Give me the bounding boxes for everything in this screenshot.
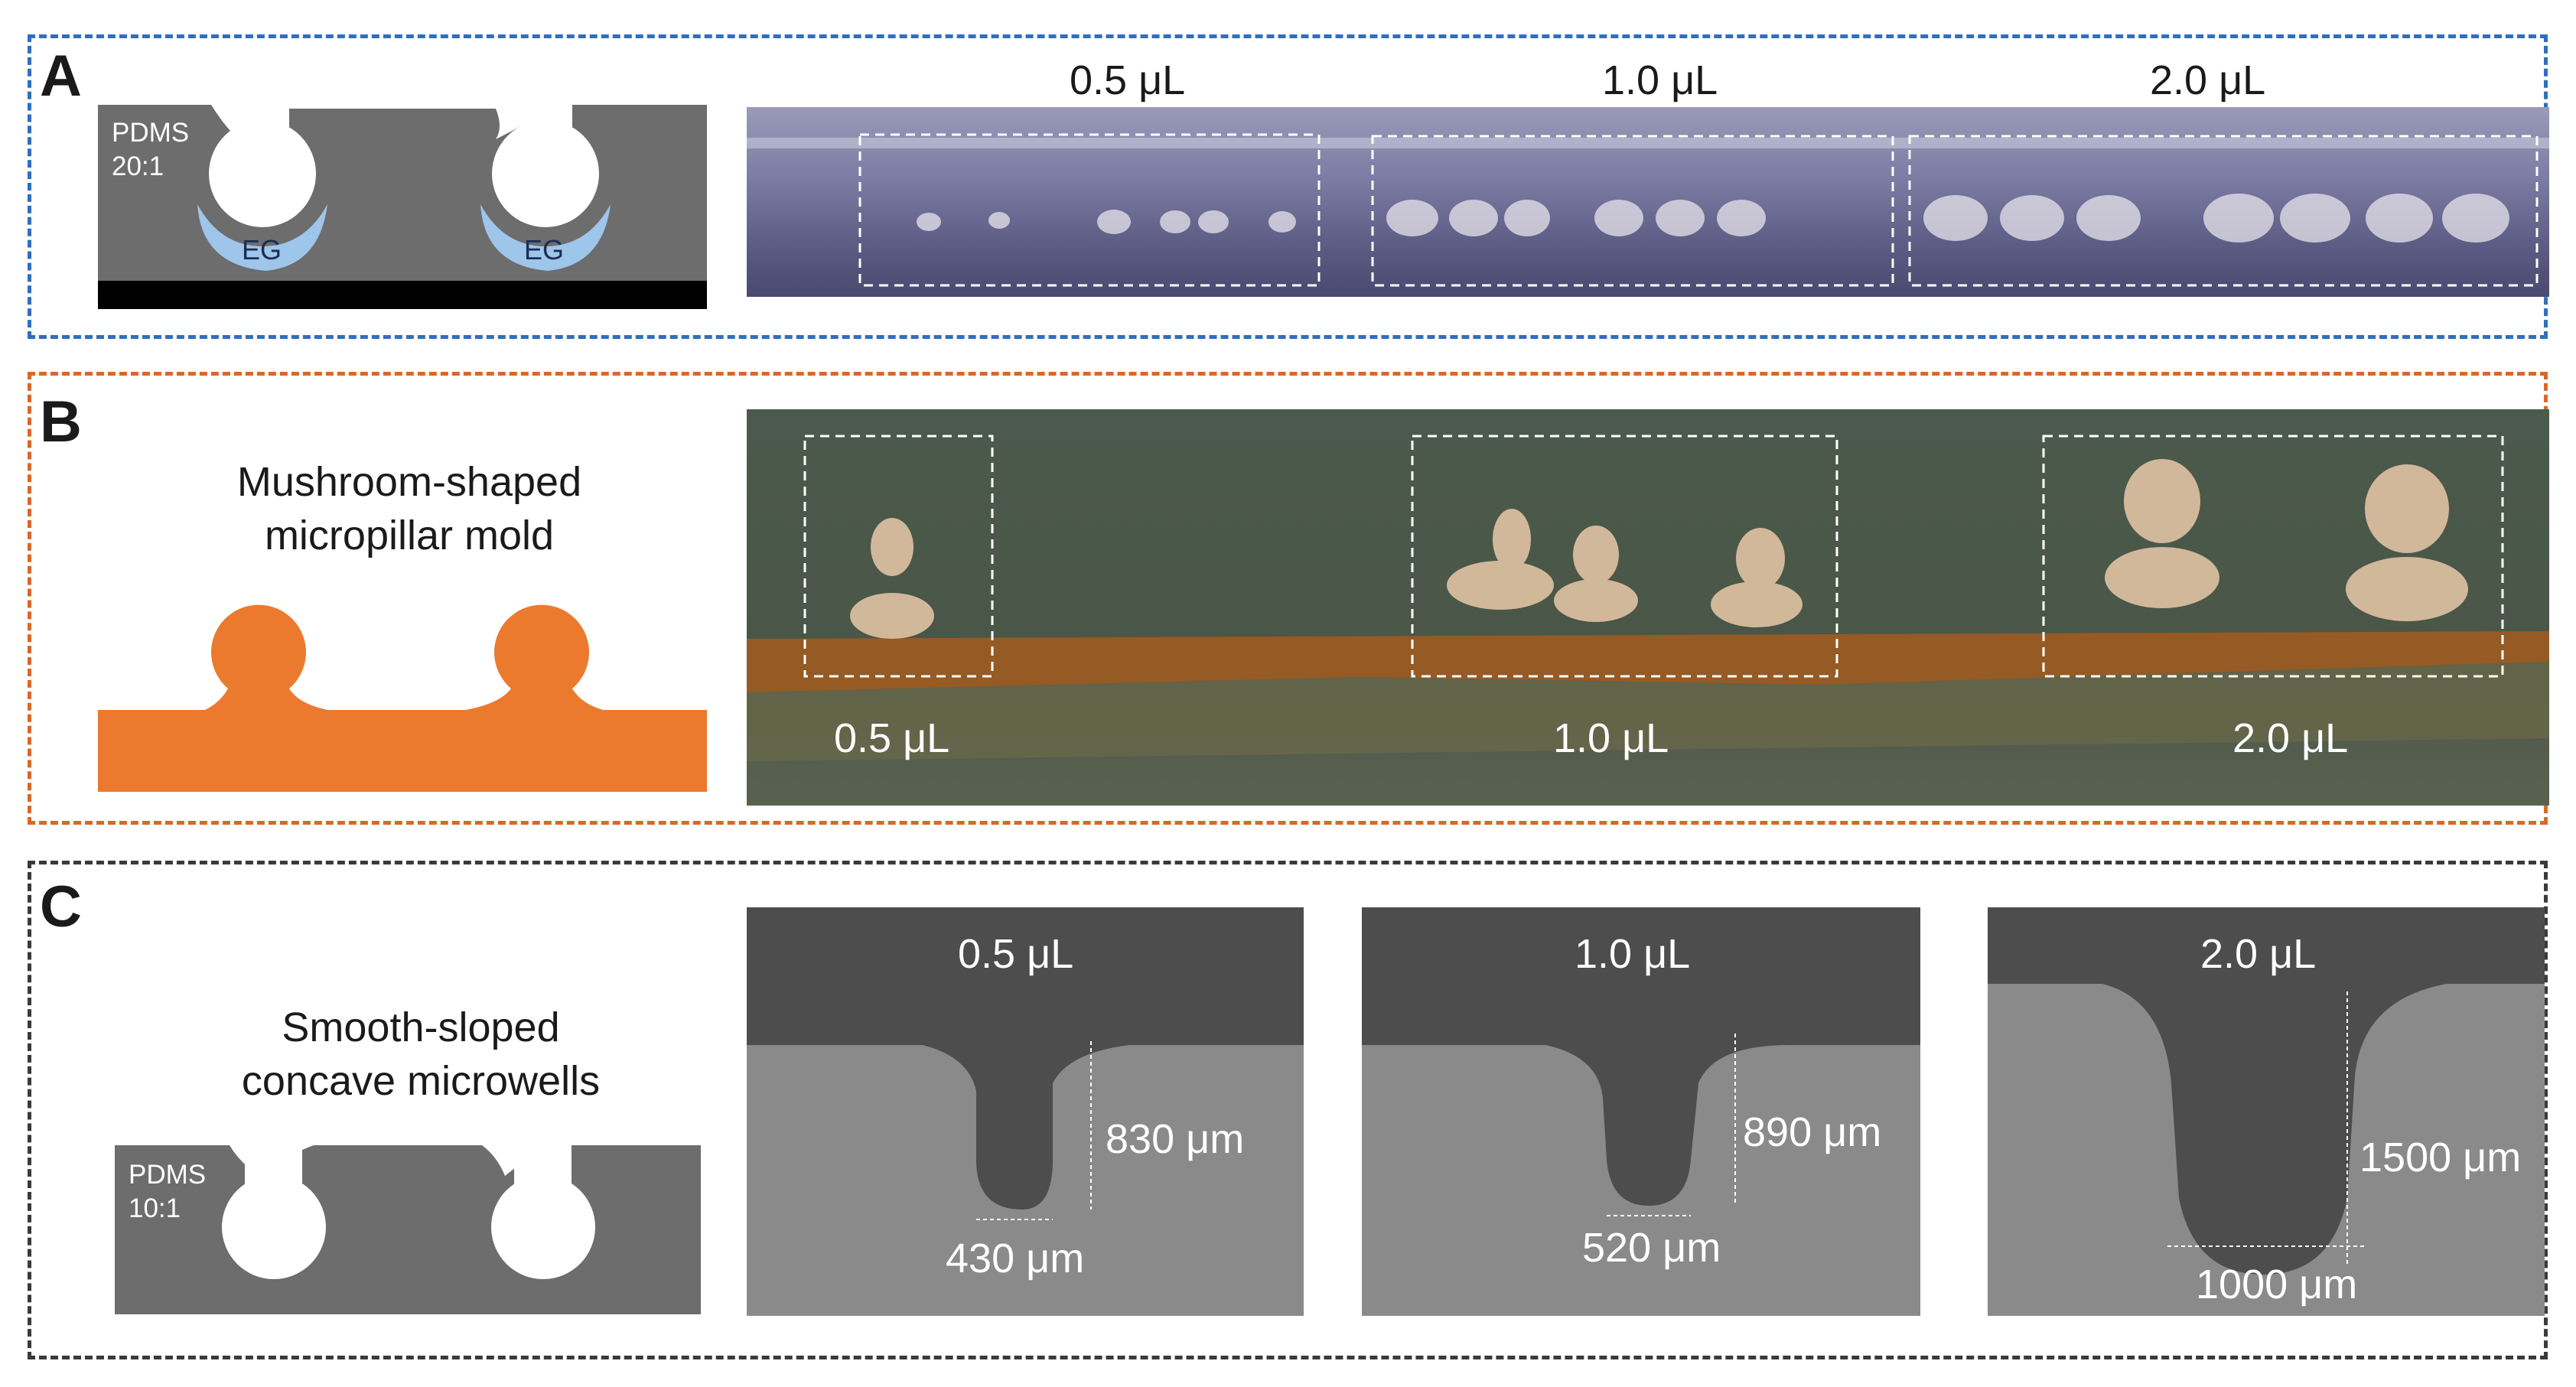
c3-volume: 2.0 μL: [2200, 931, 2317, 977]
c1-volume: 0.5 μL: [958, 931, 1074, 977]
mix-ratio-label-c: 10:1: [129, 1193, 181, 1223]
panel-c-caption: Smooth-sloped concave microwells: [184, 1001, 658, 1108]
panel-b-caption-line1: Mushroom-shaped: [236, 459, 582, 505]
panel-a-label: A: [40, 44, 82, 109]
panel-c-caption-line1: Smooth-sloped: [282, 1004, 560, 1050]
panel-b-caption-line2: micropillar mold: [264, 513, 555, 558]
panel-b-caption: Mushroom-shaped micropillar mold: [176, 455, 643, 562]
panel-b-volume-3: 2.0 μL: [2232, 715, 2349, 761]
panel-a-volume-3: 2.0 μL: [2150, 57, 2266, 103]
panel-c-image-3: [1988, 907, 2545, 1316]
panel-c-image-1: [747, 907, 1304, 1316]
panel-c-image-2: [1362, 907, 1920, 1316]
panel-c-material-label: PDMS 10:1: [129, 1158, 206, 1226]
panel-b-photo: [747, 409, 2549, 806]
panel-a-volume-2: 1.0 μL: [1602, 57, 1718, 103]
panel-c: [28, 861, 2548, 1359]
panel-c-label: C: [40, 874, 82, 939]
panel-a-photo: [747, 107, 2549, 297]
pdms-label-c: PDMS: [129, 1160, 207, 1190]
panel-a-volume-1: 0.5 μL: [1070, 57, 1186, 103]
panel-c-caption-line2: concave microwells: [241, 1058, 601, 1104]
panel-b-label: B: [40, 389, 82, 454]
panel-b-volume-1: 0.5 μL: [834, 715, 950, 761]
c3-width: 1000 μm: [2196, 1262, 2358, 1307]
c2-depth: 890 μm: [1743, 1109, 1882, 1155]
c3-depth: 1500 μm: [2359, 1135, 2522, 1180]
eg-label-right: EG: [524, 234, 565, 265]
c1-depth: 830 μm: [1106, 1116, 1245, 1162]
c1-width: 430 μm: [946, 1236, 1085, 1281]
panel-a-material-label: PDMS 20:1: [112, 116, 189, 184]
c2-volume: 1.0 μL: [1575, 931, 1691, 977]
panel-c-pdms-diagram: [115, 1141, 701, 1314]
panel-a-pdms-diagram: [98, 101, 707, 309]
mix-ratio-label: 20:1: [112, 151, 164, 181]
panel-b-volume-2: 1.0 μL: [1553, 715, 1669, 761]
panel-b-mold-diagram: [98, 604, 707, 792]
c2-width: 520 μm: [1582, 1225, 1721, 1271]
pdms-label: PDMS: [112, 118, 190, 148]
eg-label-left: EG: [242, 234, 282, 265]
